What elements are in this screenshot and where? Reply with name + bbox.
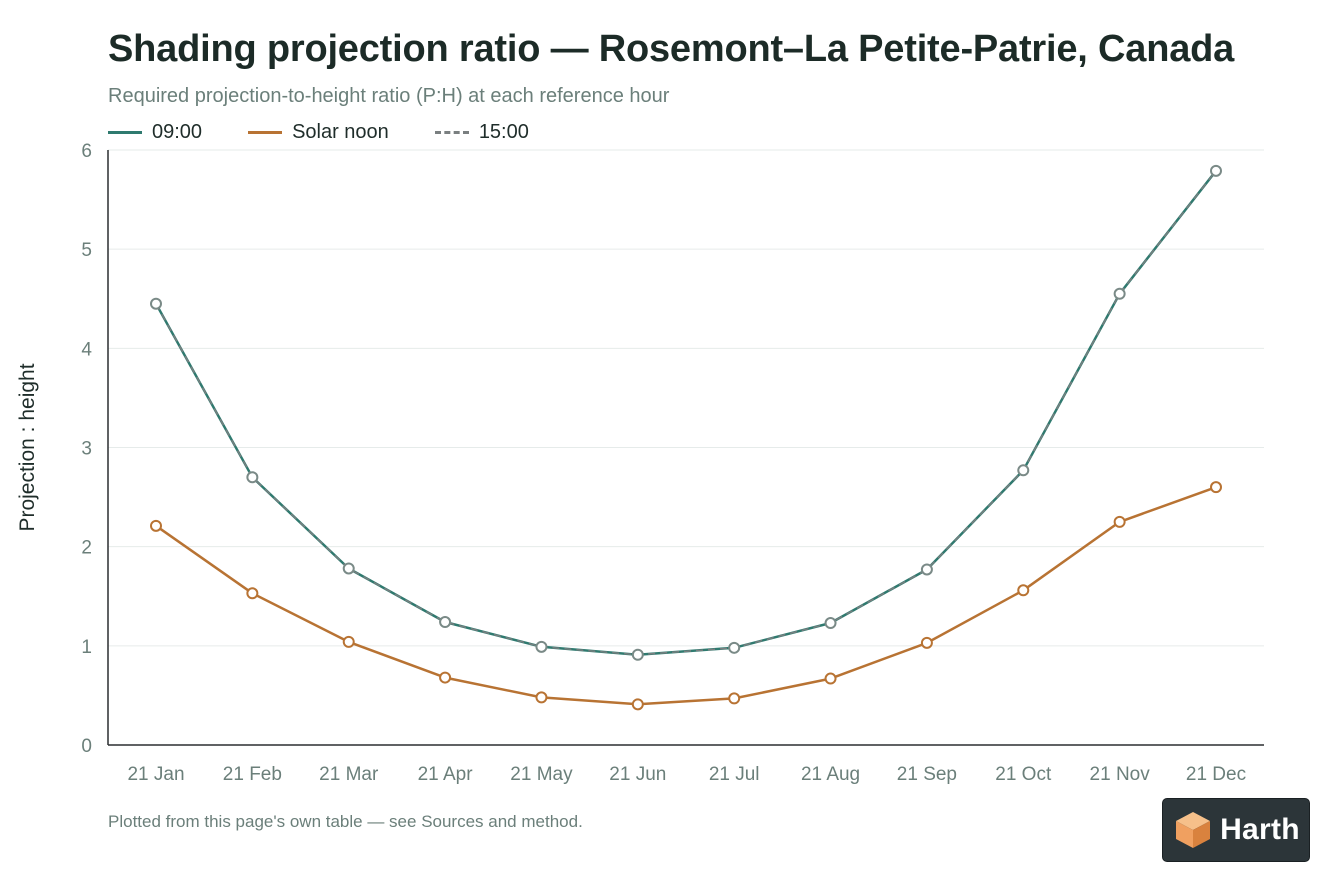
x-tick-label: 21 Nov <box>1090 764 1151 785</box>
legend-swatch-1500 <box>434 130 469 134</box>
x-tick-label: 21 Feb <box>223 764 282 785</box>
legend-label-solar-noon: Solar noon <box>292 120 389 143</box>
series-line-1 <box>155 486 1217 706</box>
x-tick-label: 21 Aug <box>801 764 860 785</box>
data-point-series-1 <box>920 636 933 649</box>
data-point-series-0 <box>150 297 162 310</box>
harth-cube-icon <box>1176 812 1211 848</box>
chart-title: Shading projection ratio — Rosemont–La P… <box>108 28 1235 70</box>
y-tick-label: 2 <box>81 538 92 559</box>
logo-text: Harth <box>1220 813 1300 846</box>
data-point-series-0 <box>728 641 741 654</box>
x-tick-label: 21 Sep <box>897 764 957 785</box>
data-point-series-1 <box>439 671 452 684</box>
harth-logo[interactable]: Harth <box>1162 798 1310 862</box>
data-point-series-0 <box>1017 464 1030 477</box>
x-tick-label: 21 Jun <box>609 764 666 785</box>
data-point-series-1 <box>824 672 837 685</box>
footnote: Plotted from this page's own table — see… <box>108 812 583 831</box>
data-point-series-0 <box>824 617 837 630</box>
data-point-series-0 <box>631 648 644 661</box>
legend-swatch-solar-noon <box>248 130 283 134</box>
legend-item-0900: 09:00 <box>108 121 202 144</box>
x-tick-label: 21 Dec <box>1186 764 1246 785</box>
data-point-series-1 <box>728 692 741 705</box>
data-point-series-0 <box>246 471 259 484</box>
x-tick-label: 21 Jul <box>709 764 760 785</box>
x-tick-label: 21 Jan <box>127 764 184 785</box>
y-tick-label: 3 <box>81 439 92 460</box>
y-axis-title: Projection : height <box>16 363 39 531</box>
y-tick-label: 1 <box>81 637 92 658</box>
y-tick-label: 0 <box>81 736 92 757</box>
data-point-series-1 <box>342 635 355 648</box>
data-point-series-0 <box>439 616 452 629</box>
data-point-series-1 <box>1017 584 1030 597</box>
data-point-series-0 <box>342 562 355 575</box>
data-point-series-1 <box>246 587 259 600</box>
data-point-series-0 <box>1113 287 1126 300</box>
legend-label-0900: 09:00 <box>152 120 203 143</box>
data-point-series-1 <box>150 519 162 532</box>
legend-label-1500: 15:00 <box>478 120 529 143</box>
y-tick-label: 5 <box>81 240 92 261</box>
data-point-series-1 <box>631 698 644 711</box>
legend-swatch-0900 <box>108 130 142 134</box>
legend-item-solar-noon: Solar noon <box>248 121 389 144</box>
legend: 09:00 Solar noon 15:00 <box>108 118 575 146</box>
data-point-series-0 <box>920 563 933 576</box>
data-point-series-1 <box>1210 481 1222 494</box>
y-tick-label: 4 <box>81 339 92 360</box>
chart-subtitle: Required projection-to-height ratio (P:H… <box>108 85 670 107</box>
data-point-series-1 <box>535 691 548 704</box>
data-point-series-0 <box>535 640 548 653</box>
x-tick-label: 21 Apr <box>418 764 474 785</box>
series-line-0 <box>154 170 1217 657</box>
data-point-series-0 <box>1210 164 1222 177</box>
data-point-series-1 <box>1113 515 1126 528</box>
y-tick-label: 6 <box>81 141 92 162</box>
legend-item-1500: 15:00 <box>434 120 529 144</box>
x-tick-label: 21 Oct <box>995 764 1052 785</box>
x-tick-label: 21 Mar <box>319 764 379 785</box>
series-line-2 <box>155 170 1217 656</box>
x-tick-label: 21 May <box>510 764 573 785</box>
